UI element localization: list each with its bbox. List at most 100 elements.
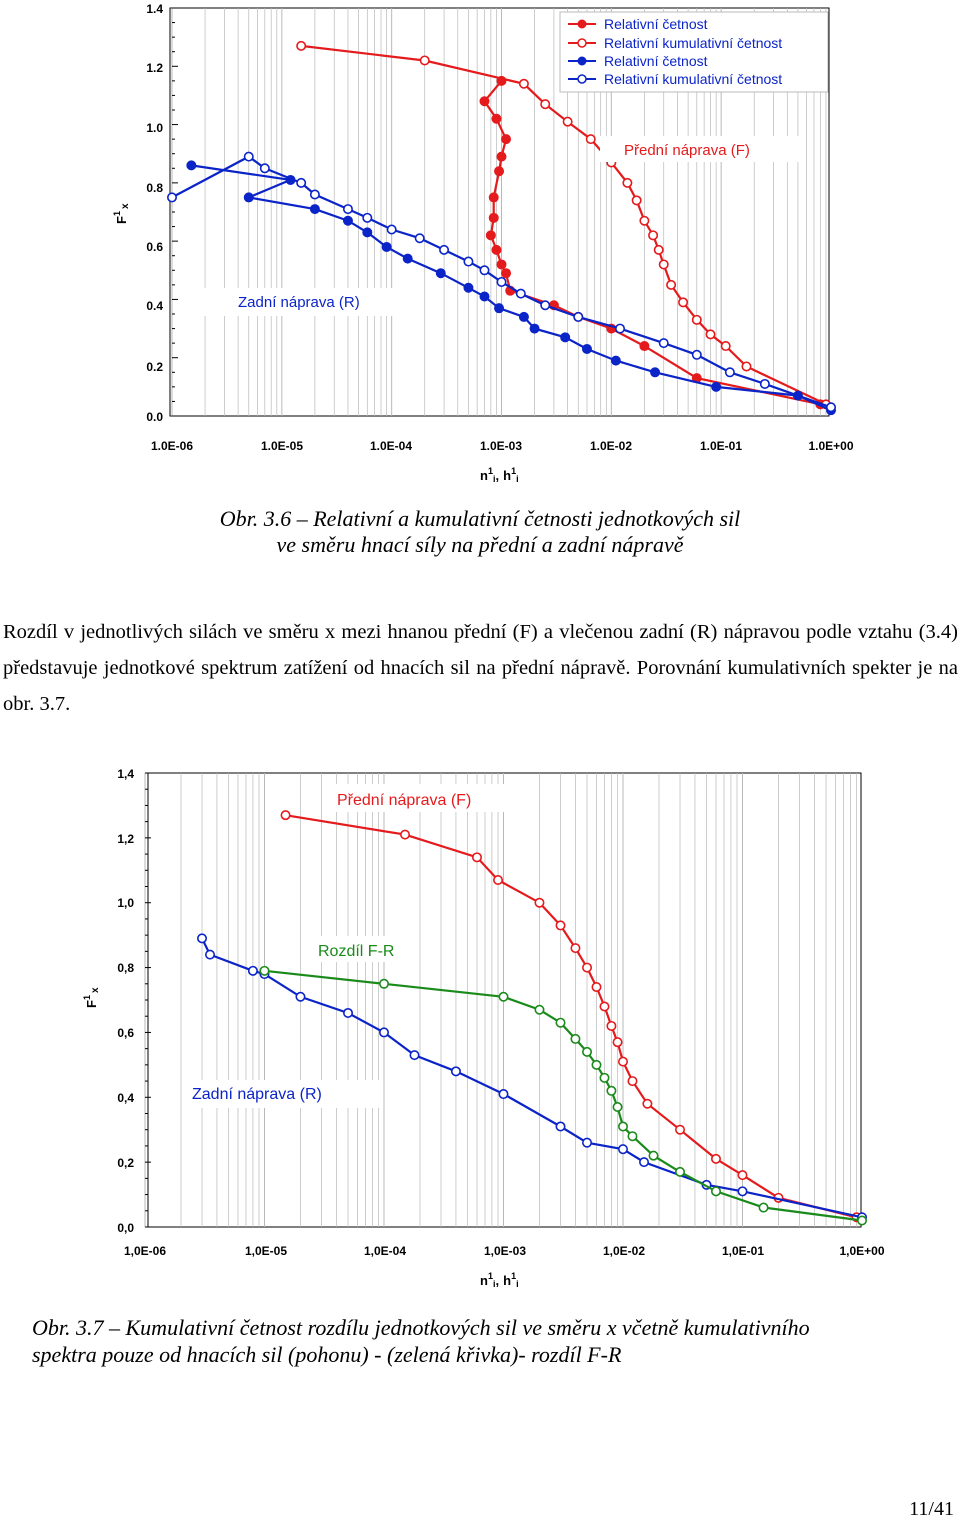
data-point bbox=[710, 1186, 721, 1197]
data-point bbox=[555, 1017, 566, 1028]
data-point bbox=[678, 297, 689, 308]
series-line bbox=[285, 814, 857, 1219]
difference-label: Rozdíl F-R bbox=[318, 943, 394, 960]
data-point bbox=[737, 1186, 748, 1197]
data-point bbox=[856, 1215, 867, 1226]
rear-axle-label: Zadní náprava (R) bbox=[192, 1086, 322, 1103]
legend-marker-filled-blue bbox=[577, 56, 587, 66]
data-point bbox=[710, 1153, 721, 1164]
data-point bbox=[639, 341, 650, 352]
data-point bbox=[243, 151, 254, 162]
figure-1-caption: Obr. 3.6 – Relativní a kumulativní četno… bbox=[0, 506, 960, 558]
data-point bbox=[627, 1131, 638, 1142]
data-point bbox=[419, 55, 430, 66]
data-point bbox=[494, 166, 505, 177]
x-tick-label: 1.0E-05 bbox=[261, 439, 303, 453]
data-point bbox=[435, 268, 446, 279]
data-point bbox=[675, 1166, 686, 1177]
data-point bbox=[463, 256, 474, 267]
data-point bbox=[362, 227, 373, 238]
data-point bbox=[534, 897, 545, 908]
x-tick-label: 1.0E-03 bbox=[480, 439, 522, 453]
data-point bbox=[295, 991, 306, 1002]
data-point bbox=[606, 1085, 617, 1096]
x-tick-label: 1.0E+00 bbox=[808, 439, 853, 453]
data-point bbox=[309, 189, 320, 200]
data-point bbox=[612, 1102, 623, 1113]
data-point bbox=[570, 1033, 581, 1044]
data-point bbox=[612, 1037, 623, 1048]
data-point bbox=[496, 259, 507, 270]
data-point bbox=[825, 402, 836, 413]
x-tick-label: 1.0E-01 bbox=[700, 439, 742, 453]
data-point bbox=[167, 192, 178, 203]
data-point bbox=[658, 259, 669, 270]
x-tick-label: 1.0E-02 bbox=[590, 439, 632, 453]
data-point bbox=[186, 160, 197, 171]
data-point bbox=[342, 215, 353, 226]
data-point bbox=[582, 962, 593, 973]
data-point bbox=[639, 215, 650, 226]
data-point bbox=[591, 982, 602, 993]
series-line bbox=[264, 969, 863, 1222]
data-point bbox=[585, 134, 596, 145]
y-tick-label: 0,8 bbox=[117, 961, 134, 975]
data-point bbox=[758, 1202, 769, 1213]
data-point bbox=[653, 244, 664, 255]
data-point bbox=[409, 1050, 420, 1061]
legend-entry: Relativní četnost bbox=[604, 53, 708, 69]
data-point bbox=[737, 1170, 748, 1181]
data-point bbox=[582, 1137, 593, 1148]
x-axis-label: n1i, h1i bbox=[480, 1271, 519, 1289]
data-point bbox=[362, 212, 373, 223]
data-point bbox=[518, 311, 529, 322]
y-tick-label: 1,4 bbox=[117, 767, 134, 781]
data-point bbox=[759, 378, 770, 389]
data-point bbox=[488, 212, 499, 223]
data-point bbox=[642, 1098, 653, 1109]
data-point bbox=[617, 1144, 628, 1155]
legend-entry: Relativní četnost bbox=[604, 16, 708, 32]
legend: Relativní četnost Relativní kumulativní … bbox=[559, 11, 829, 93]
data-point bbox=[573, 311, 584, 322]
data-point bbox=[560, 332, 571, 343]
data-point bbox=[599, 1072, 610, 1083]
x-tick-label: 1,0E+00 bbox=[839, 1244, 884, 1258]
data-point bbox=[400, 829, 411, 840]
data-point bbox=[259, 965, 270, 976]
data-point bbox=[515, 288, 526, 299]
y-tick-label: 0,4 bbox=[117, 1091, 134, 1105]
data-point bbox=[498, 991, 509, 1002]
y-tick-label: 1.4 bbox=[146, 2, 163, 16]
data-point bbox=[599, 1001, 610, 1012]
data-point bbox=[479, 265, 490, 276]
x-tick-label: 1,0E-06 bbox=[124, 1244, 166, 1258]
data-point bbox=[414, 233, 425, 244]
x-tick-label: 1.0E-04 bbox=[370, 439, 412, 453]
front-axle-label: Přední náprava (F) bbox=[624, 142, 750, 159]
data-point bbox=[496, 276, 507, 287]
data-point bbox=[342, 204, 353, 215]
data-point bbox=[581, 343, 592, 354]
data-point bbox=[675, 1124, 686, 1135]
data-point bbox=[498, 1089, 509, 1100]
data-point bbox=[488, 192, 499, 203]
data-point bbox=[479, 96, 490, 107]
data-point bbox=[491, 113, 502, 124]
figure-1-chart: 0.0 0.2 0.4 0.6 0.8 1.0 1.2 1.4 1.0E-06 … bbox=[112, 2, 854, 484]
data-point bbox=[491, 244, 502, 255]
caption-line: Obr. 3.6 – Relativní a kumulativní četno… bbox=[219, 506, 741, 531]
data-series bbox=[197, 810, 867, 1226]
legend-entry: Relativní kumulativní četnost bbox=[604, 35, 782, 51]
caption-line: spektra pouze od hnacích sil (pohonu) - … bbox=[32, 1342, 622, 1367]
data-point bbox=[711, 381, 722, 392]
data-point bbox=[648, 1150, 659, 1161]
data-point bbox=[650, 367, 661, 378]
data-point bbox=[479, 291, 490, 302]
y-tick-label: 1,0 bbox=[117, 896, 134, 910]
data-point bbox=[648, 230, 659, 241]
data-point bbox=[296, 40, 307, 51]
data-point bbox=[243, 192, 254, 203]
data-point bbox=[471, 852, 482, 863]
rear-axle-label: Zadní náprava (R) bbox=[238, 294, 360, 311]
